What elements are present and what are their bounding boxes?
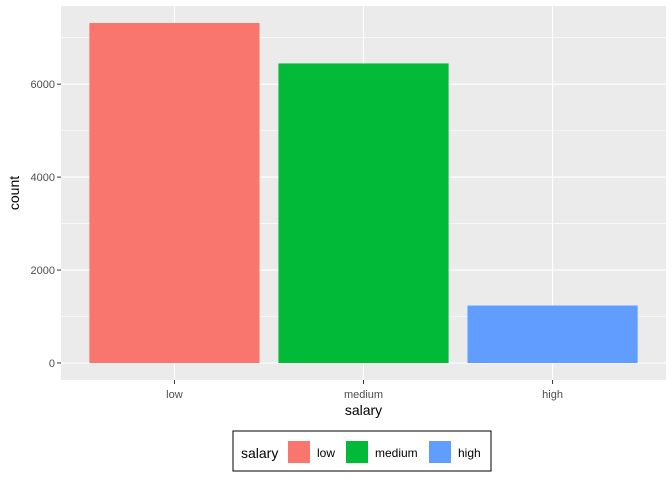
legend-title: salary bbox=[241, 445, 278, 461]
x-tick-label: high bbox=[542, 389, 563, 401]
y-axis-ticks: 0 2000 4000 6000 bbox=[31, 79, 61, 370]
x-tick-label: medium bbox=[344, 389, 383, 401]
y-tick-label: 0 bbox=[49, 358, 55, 370]
bar-low bbox=[89, 23, 260, 363]
legend-key-high bbox=[429, 441, 451, 463]
x-tick-label: low bbox=[166, 389, 183, 401]
x-axis-ticks: low medium high bbox=[166, 380, 563, 401]
y-tick-label: 6000 bbox=[31, 79, 55, 91]
legend: salary low medium high bbox=[232, 430, 492, 472]
bar-high bbox=[467, 305, 638, 363]
legend-key-medium bbox=[346, 441, 368, 463]
legend-label-low: low bbox=[317, 446, 335, 460]
y-tick-label: 4000 bbox=[31, 172, 55, 184]
bars bbox=[89, 23, 638, 363]
y-tick-label: 2000 bbox=[31, 265, 55, 277]
legend-entries: low medium high bbox=[288, 441, 481, 463]
legend-label-medium: medium bbox=[375, 446, 418, 460]
x-axis-title: salary bbox=[345, 402, 382, 418]
legend-key-low bbox=[288, 441, 310, 463]
y-axis-title: count bbox=[6, 176, 22, 210]
legend-label-high: high bbox=[458, 446, 481, 460]
bar-medium bbox=[278, 63, 449, 363]
